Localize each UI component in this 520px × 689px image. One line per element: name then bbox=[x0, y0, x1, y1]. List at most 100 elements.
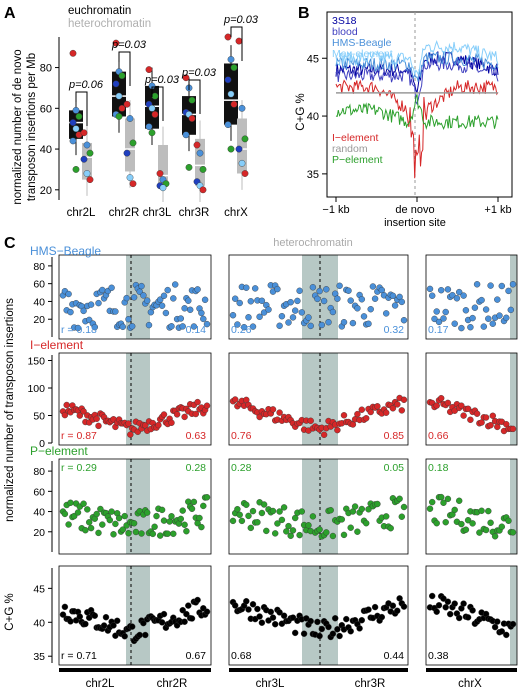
b-ytick-label: 35 bbox=[307, 169, 319, 181]
b-series-line bbox=[335, 94, 499, 131]
c-data-point bbox=[110, 531, 117, 538]
c-data-point bbox=[256, 413, 263, 421]
c-data-point bbox=[316, 287, 323, 295]
c-ytick-label: 100 bbox=[27, 383, 45, 395]
c-data-point bbox=[80, 307, 87, 315]
c-data-point bbox=[251, 285, 259, 292]
panel-a-label: A bbox=[4, 5, 16, 22]
c-data-point bbox=[160, 610, 168, 618]
c-data-point bbox=[442, 308, 449, 316]
c-data-point bbox=[243, 284, 250, 291]
c-data-point bbox=[356, 625, 363, 632]
c-data-point bbox=[258, 619, 266, 626]
c-data-point bbox=[340, 319, 348, 326]
panel-a-ylabel-1: normalized number of de novo bbox=[12, 49, 24, 204]
b-xtick-center: de novo bbox=[395, 204, 434, 216]
c-data-point bbox=[487, 282, 494, 289]
c-data-point bbox=[394, 607, 401, 614]
c-data-point bbox=[440, 595, 447, 602]
c-ytick-label: 40 bbox=[33, 296, 45, 308]
c-data-point bbox=[482, 414, 490, 421]
c-data-point bbox=[354, 410, 361, 418]
c-data-point bbox=[334, 426, 341, 434]
c-data-point bbox=[491, 533, 499, 540]
b-xtick-right: +1 kb bbox=[484, 204, 511, 216]
c-data-point bbox=[494, 296, 501, 303]
chromosome-x bbox=[426, 668, 517, 672]
c-data-point bbox=[435, 602, 443, 609]
c-data-point bbox=[464, 405, 472, 412]
a-data-point bbox=[115, 113, 123, 120]
c-data-point bbox=[65, 521, 72, 528]
c-data-point bbox=[132, 528, 140, 536]
c-data-point bbox=[265, 617, 272, 624]
c-data-point bbox=[185, 297, 192, 304]
c-data-point bbox=[158, 302, 166, 309]
chromosome-3-right bbox=[320, 668, 408, 672]
c-ytick-label: 80 bbox=[33, 466, 45, 478]
c-data-point bbox=[110, 622, 117, 629]
c-data-point bbox=[256, 613, 263, 620]
a-data-point bbox=[156, 170, 164, 177]
c-data-point bbox=[351, 503, 359, 510]
panel-b: B C+G % 35 40 45 −1 kb de novo +1 kb inser… bbox=[295, 5, 513, 229]
a-category-label: chrX bbox=[224, 207, 248, 219]
c-data-point bbox=[480, 323, 487, 330]
c-frame bbox=[425, 565, 518, 666]
c-data-point bbox=[349, 319, 357, 327]
c-data-point bbox=[447, 610, 454, 618]
c-data-point bbox=[160, 517, 168, 524]
panel-a-ylabel-2: transposon insertions per Mb bbox=[26, 53, 38, 201]
a-data-point bbox=[118, 104, 126, 112]
heterochromatin-box bbox=[158, 144, 168, 186]
c-data-point bbox=[160, 411, 168, 418]
c-data-point bbox=[84, 506, 91, 513]
c-data-point bbox=[316, 632, 323, 640]
c-data-point bbox=[256, 313, 263, 320]
c-data-point bbox=[509, 281, 517, 288]
correlation-label: r = 0.18 bbox=[61, 324, 97, 336]
transposon-name-label: I−element bbox=[30, 338, 84, 352]
c-data-point bbox=[369, 283, 377, 290]
a-data-point bbox=[118, 72, 126, 80]
c-data-point bbox=[260, 501, 268, 508]
a-ytick-label: 40 bbox=[40, 144, 52, 156]
c-data-point bbox=[473, 410, 481, 417]
c-data-point bbox=[112, 308, 119, 315]
p-value-label: p=0.03 bbox=[223, 14, 259, 26]
b-series-line bbox=[335, 50, 499, 82]
c-data-point bbox=[74, 509, 82, 516]
c-ytick-label: 40 bbox=[33, 617, 45, 629]
c-data-point bbox=[173, 411, 181, 418]
c-data-point bbox=[309, 284, 317, 291]
c-data-point bbox=[471, 304, 479, 311]
c-data-point bbox=[190, 323, 198, 330]
correlation-label: r = 0.87 bbox=[61, 430, 97, 442]
c-frame bbox=[228, 352, 409, 446]
c-data-point bbox=[323, 286, 330, 293]
c-ytick-label: 80 bbox=[33, 261, 45, 273]
c-data-point bbox=[102, 614, 110, 621]
c-data-point bbox=[429, 592, 436, 600]
heterochromatin-box bbox=[82, 142, 92, 180]
c-data-point bbox=[183, 610, 190, 618]
c-data-point bbox=[458, 402, 465, 409]
c-data-point bbox=[398, 513, 405, 520]
a-data-point bbox=[72, 106, 80, 114]
c-data-point bbox=[442, 604, 449, 611]
c-data-point bbox=[160, 292, 168, 299]
c-data-point bbox=[374, 500, 381, 508]
c-data-point bbox=[267, 608, 274, 616]
a-data-point bbox=[196, 149, 204, 157]
c-data-point bbox=[287, 532, 294, 539]
c-data-point bbox=[320, 297, 328, 305]
correlation-label: r = 0.29 bbox=[61, 462, 97, 474]
c-data-point bbox=[236, 511, 243, 518]
c-data-point bbox=[494, 618, 501, 625]
c-data-point bbox=[203, 494, 211, 501]
c-data-point bbox=[85, 519, 93, 526]
c-data-point bbox=[181, 521, 188, 528]
correlation-label: 0.14 bbox=[186, 324, 207, 336]
c-frame bbox=[228, 565, 409, 666]
c-data-point bbox=[296, 531, 303, 539]
